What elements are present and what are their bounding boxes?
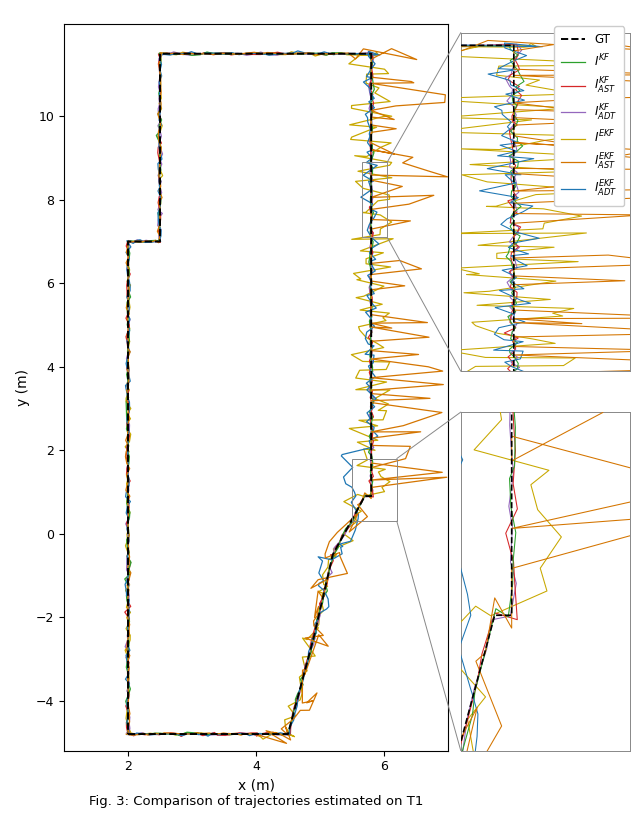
X-axis label: x (m): x (m) xyxy=(237,779,275,793)
Bar xyxy=(352,459,397,521)
Bar xyxy=(362,162,387,237)
Text: Fig. 3: Comparison of trajectories estimated on T1: Fig. 3: Comparison of trajectories estim… xyxy=(89,796,423,809)
Legend: GT, $I^{KF}$, $I^{KF}_{AST}$, $I^{KF}_{ADT}$, $I^{EKF}$, $I^{EKF}_{AST}$, $I^{EK: GT, $I^{KF}$, $I^{KF}_{AST}$, $I^{KF}_{A… xyxy=(554,26,625,206)
Y-axis label: y (m): y (m) xyxy=(17,369,30,406)
